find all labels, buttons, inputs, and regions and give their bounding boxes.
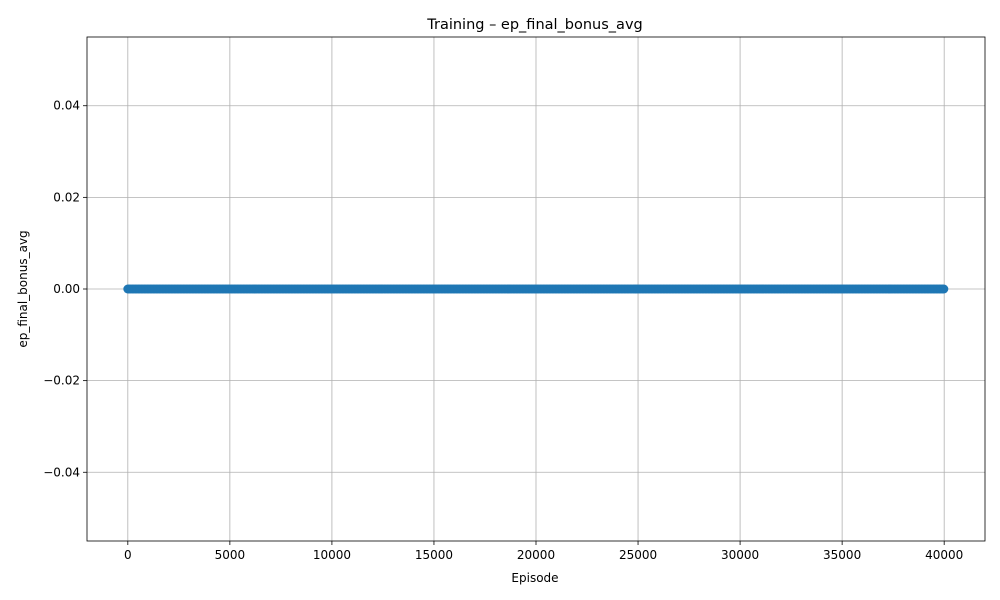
y-tick-label: 0.00 [53, 282, 80, 296]
x-tick-label: 5000 [215, 548, 246, 562]
y-axis-ticks: −0.04 −0.02 0.00 0.02 0.04 [43, 99, 87, 479]
data-point [939, 284, 949, 294]
y-tick-label: 0.02 [53, 190, 80, 204]
x-axis-ticks: 0 5000 10000 15000 20000 25000 30000 35000 40000 [124, 541, 963, 562]
chart-title: Training – ep_final_bonus_avg [426, 17, 642, 33]
x-tick-label: 30000 [721, 548, 759, 562]
data-series [123, 284, 949, 294]
y-tick-label: −0.04 [43, 465, 80, 479]
x-tick-label: 10000 [313, 548, 351, 562]
x-axis-label: Episode [511, 571, 558, 585]
x-tick-label: 40000 [925, 548, 963, 562]
x-tick-label: 20000 [517, 548, 555, 562]
x-tick-label: 35000 [823, 548, 861, 562]
x-tick-label: 25000 [619, 548, 657, 562]
y-tick-label: 0.04 [53, 99, 80, 113]
y-tick-label: −0.02 [43, 374, 80, 388]
x-tick-label: 0 [124, 548, 132, 562]
y-axis-label: ep_final_bonus_avg [16, 230, 30, 347]
x-tick-label: 15000 [415, 548, 453, 562]
